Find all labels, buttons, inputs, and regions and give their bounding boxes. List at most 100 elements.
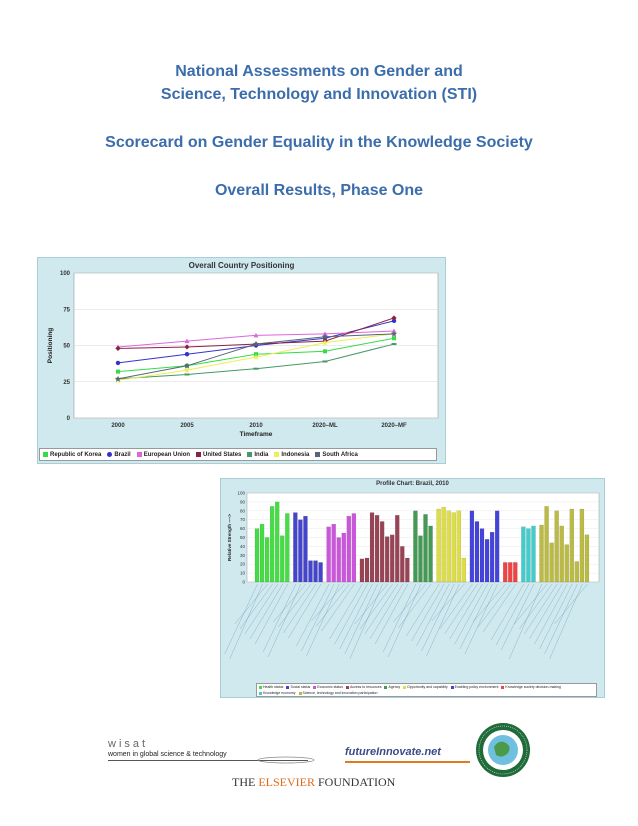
legend-item-indonesia: Indonesia <box>274 452 309 458</box>
bar-health-status <box>275 501 280 583</box>
indicator-label-placeholder <box>268 583 302 658</box>
x-tick-label: 2020–MF <box>381 423 407 429</box>
indicator-label-placeholder <box>329 583 363 640</box>
bar-enabling-policy-environment <box>469 510 475 583</box>
indicator-label-placeholder <box>334 583 368 645</box>
legend-item-science-technology-and-innovation-participation: Science, technology and innovation parti… <box>298 691 377 695</box>
bar-science-technology-and-innovation-participation <box>564 544 569 583</box>
indicator-label-placeholder <box>534 583 568 645</box>
elsevier-foundation-logo: THE ELSEVIER FOUNDATION <box>232 775 395 790</box>
indicator-label-placeholder <box>406 583 440 637</box>
indicator-label-placeholder <box>278 583 312 628</box>
legend-item-enabling-policy-environment: Enabling policy environment <box>450 685 498 689</box>
indicator-label-placeholder <box>288 583 322 639</box>
bar-economic-status <box>341 532 346 583</box>
data-point-india <box>391 343 397 346</box>
data-point-south-africa <box>391 330 397 337</box>
legend-swatch <box>286 685 290 689</box>
legend-swatch <box>247 452 253 457</box>
legend-label: Knowledge society decision-making <box>505 685 561 689</box>
indicator-label-placeholder <box>490 583 524 641</box>
bar-opportunity-and-capability <box>456 510 461 583</box>
indicator-label-placeholder <box>229 583 263 660</box>
y-tick-label: 40 <box>240 544 246 549</box>
legend-label: European Union <box>143 451 191 458</box>
indicator-label-placeholder <box>283 583 317 634</box>
bar-knowledge-economy <box>531 525 536 583</box>
y-tick-label: 60 <box>240 526 246 531</box>
legend-label: Opportunity and capability <box>407 685 448 689</box>
indicator-label-placeholder <box>514 583 548 625</box>
globe-seal-icon <box>476 723 530 777</box>
legend-item-united-states: United States <box>196 452 241 458</box>
bar-knowledge-society-decision-making <box>503 562 508 583</box>
document-title-block: National Assessments on Gender and Scien… <box>0 60 638 202</box>
indicator-label-placeholder <box>449 583 483 640</box>
data-point-india <box>253 367 259 370</box>
bar-science-technology-and-innovation-participation <box>549 542 554 583</box>
data-point-south-africa <box>115 375 121 382</box>
bar-enabling-policy-environment <box>479 528 485 583</box>
bar-agency <box>423 514 428 583</box>
bar-access-to-resources <box>369 512 375 583</box>
indicator-label-placeholder <box>519 583 553 630</box>
y-tick-label: 20 <box>240 562 246 567</box>
legend-swatch <box>196 452 202 457</box>
legend-item-health-status: Health status <box>259 685 283 689</box>
legend-swatch <box>450 685 454 689</box>
organization-seal <box>474 721 532 779</box>
legend-item-agency: Agency <box>384 685 400 689</box>
indicator-label-placeholder <box>354 583 388 625</box>
legend-label: United States <box>203 451 242 458</box>
bar-access-to-resources <box>400 546 405 583</box>
legend-swatch <box>315 452 321 457</box>
data-point-india <box>322 360 328 363</box>
bar-access-to-resources <box>374 515 380 583</box>
data-point-south-africa <box>253 341 259 348</box>
title-line-2: Science, Technology and Innovation (STI) <box>160 86 478 103</box>
y-axis-label: Relative Strength ----> <box>227 514 232 561</box>
legend-label: Knowledge economy <box>263 691 296 695</box>
bar-opportunity-and-capability <box>451 512 456 583</box>
indicator-label-placeholder <box>411 583 445 642</box>
bar-social-status <box>298 519 303 583</box>
indicator-label-placeholder <box>529 583 563 640</box>
bar-science-technology-and-innovation-participation <box>559 525 564 583</box>
data-point-republic-of-korea <box>116 369 120 374</box>
bar-science-technology-and-innovation-participation <box>569 508 574 583</box>
data-point-indonesia <box>184 367 190 374</box>
bar-health-status <box>280 535 285 583</box>
legend-item-access-to-resources: Access to resources <box>345 685 381 689</box>
bar-access-to-resources <box>405 557 410 583</box>
bar-access-to-resources <box>379 521 385 583</box>
indicator-label-placeholder <box>359 583 393 630</box>
bar-science-technology-and-innovation-participation <box>539 524 544 583</box>
y-tick-label: 80 <box>240 508 246 513</box>
indicator-label-placeholder <box>509 583 543 660</box>
bar-economic-status <box>331 524 336 583</box>
legend-item-economic-status: Economic status <box>313 685 343 689</box>
future-innovate-logo: futureInnovate.net <box>345 746 470 763</box>
legend-item-india: India <box>247 452 268 458</box>
elsevier-suffix: FOUNDATION <box>315 775 396 789</box>
bar-access-to-resources <box>385 536 390 583</box>
legend-item-social-status: Social status <box>286 685 310 689</box>
indicator-label-placeholder <box>234 583 268 625</box>
indicator-label-placeholder <box>398 583 432 629</box>
bar-agency <box>413 510 418 583</box>
indicator-label-placeholder <box>344 583 378 655</box>
bar-access-to-resources <box>390 534 395 583</box>
country-positioning-chart: Overall Country Positioning 0 25 50 75 100 20… <box>37 257 446 464</box>
bar-economic-status <box>336 537 341 583</box>
legend-label: Social status <box>290 685 311 689</box>
country-positioning-title: Overall Country Positioning <box>188 261 295 270</box>
data-point-republic-of-korea <box>392 336 396 341</box>
bar-social-status <box>313 560 318 583</box>
legend-swatch <box>298 691 302 695</box>
bar-opportunity-and-capability <box>441 507 446 583</box>
bar-agency <box>428 525 433 583</box>
elsevier-brand: ELSEVIER <box>258 775 315 789</box>
legend-swatch <box>501 685 505 689</box>
y-tick-label: 0 <box>242 580 245 585</box>
y-tick-label: 30 <box>240 553 246 558</box>
